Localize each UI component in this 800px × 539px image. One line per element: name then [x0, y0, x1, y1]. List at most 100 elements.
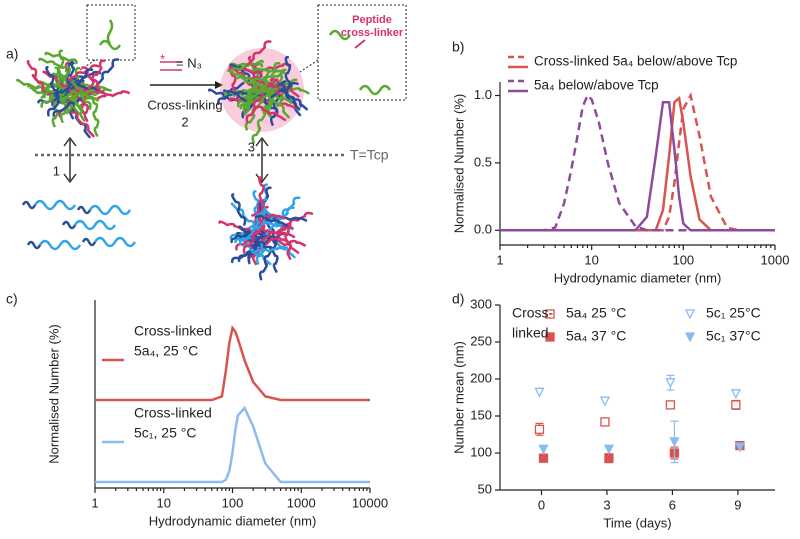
legend-label: 5a₄, 25 °C — [134, 343, 198, 359]
polymer-chain — [235, 75, 270, 84]
x-axis-label: Hydrodynamic diameter (nm) — [149, 513, 317, 528]
polymer-chain — [242, 80, 257, 114]
x-tick-label: 1 — [496, 252, 503, 267]
x-tick-label: 1000 — [761, 252, 790, 267]
x-tick-label: 100 — [222, 495, 244, 510]
polymer-chain — [45, 66, 60, 99]
polymer-chain — [70, 111, 95, 138]
legend-label: 5c₁, 25 °C — [134, 425, 196, 441]
equilibrium-arrow — [255, 136, 269, 184]
step-label: Cross-linking — [147, 97, 222, 112]
legend-label: Cross-linked — [134, 323, 212, 339]
inset-arrow — [354, 39, 366, 49]
legend-title: Cross- — [512, 305, 554, 321]
point — [534, 424, 545, 434]
polymer-chain — [284, 225, 292, 260]
polymer-chain — [65, 58, 76, 92]
polymer-chain — [281, 211, 314, 229]
line-below — [500, 95, 775, 232]
step-number: 1 — [53, 163, 60, 178]
equilibrium-arrow — [63, 136, 77, 184]
arrow-head — [215, 81, 223, 89]
inset-chain — [328, 29, 392, 96]
inset-pointer — [79, 59, 96, 71]
x-tick-label: 6 — [669, 497, 676, 512]
point — [538, 444, 549, 455]
panel-label: c) — [6, 291, 18, 307]
polymer-chain — [93, 236, 137, 248]
inset-label: cross-linker — [341, 27, 404, 39]
inset-label: Peptide — [352, 14, 392, 26]
x-tick-label: 1 — [91, 495, 98, 510]
reagent-icon — [160, 61, 182, 71]
threshold-label: T=Tcp — [350, 147, 389, 163]
panel-label: b) — [452, 39, 464, 55]
line — [95, 405, 370, 484]
polymer-chain — [38, 239, 82, 251]
y-tick-label: 300 — [470, 296, 492, 311]
line-above — [500, 93, 775, 232]
polymer-chain — [46, 88, 70, 117]
polymer-chain — [61, 220, 77, 230]
polymer-chain — [260, 223, 292, 242]
legend-title: linked — [512, 325, 549, 341]
line — [95, 325, 370, 402]
line-below — [500, 100, 775, 232]
y-tick-label: 0.5 — [474, 154, 492, 169]
polymer-chain — [81, 237, 97, 247]
polymer-chain — [247, 230, 264, 263]
polymer-chain — [246, 40, 272, 66]
legend-marker — [684, 332, 696, 343]
legend-label: 5c₁ 37°C — [706, 328, 761, 344]
polymer-chain — [251, 246, 287, 254]
polymer-chain — [242, 225, 265, 254]
line-above — [500, 91, 775, 232]
point — [669, 437, 680, 448]
point — [604, 453, 614, 463]
x-tick-label: 10 — [584, 252, 598, 267]
x-tick-label: 9 — [734, 497, 741, 512]
panel-label: a) — [6, 46, 18, 62]
polymer-chain — [26, 60, 45, 92]
polymer-chain — [68, 64, 100, 82]
y-tick-label: 50 — [478, 481, 492, 496]
polymer-chain — [95, 90, 130, 101]
polymer-chain — [26, 240, 42, 250]
polymer-chain — [44, 51, 78, 65]
point — [665, 400, 676, 410]
x-axis-label: Hydrodynamic diameter (nm) — [554, 270, 722, 285]
point — [731, 400, 741, 410]
y-tick-label: 250 — [470, 333, 492, 348]
polymer-chain — [245, 92, 264, 124]
polymer-chain — [92, 102, 100, 137]
x-tick-label: 3 — [603, 497, 610, 512]
legend-label: 5a₄ 25 °C — [566, 305, 626, 321]
legend-label: 5c₁ 25°C — [706, 305, 761, 321]
polymer-chain — [277, 82, 301, 111]
polymer-chain — [76, 205, 92, 215]
y-axis-label: Normalised Number (%) — [46, 324, 61, 463]
polymer-chain — [231, 193, 247, 226]
polymer-chain — [258, 176, 266, 211]
y-tick-label: 150 — [470, 407, 492, 422]
step-number: 2 — [181, 114, 188, 129]
polymer-chain — [230, 59, 264, 74]
legend-label: 5a₄ below/above Tcp — [534, 78, 659, 93]
polymer-chain — [88, 59, 106, 90]
reagent-label: = N₃ — [176, 55, 202, 70]
inset-box — [86, 4, 136, 61]
polymer-chain — [260, 62, 281, 92]
polymer-chain — [218, 220, 252, 234]
polymer-chain — [251, 111, 267, 144]
polymer-chain — [258, 247, 273, 281]
point — [665, 378, 676, 389]
polymer-chain — [59, 88, 71, 123]
x-tick-label: 0 — [538, 497, 545, 512]
x-axis-label: Time (days) — [603, 515, 671, 530]
legend-marker — [545, 309, 555, 319]
y-axis-label: Number mean (nm) — [451, 341, 466, 454]
y-axis-label: Normalised Number (%) — [451, 94, 466, 233]
x-tick-label: 10 — [157, 495, 171, 510]
legend-label: Cross-linked 5a₄ below/above Tcp — [534, 54, 737, 69]
